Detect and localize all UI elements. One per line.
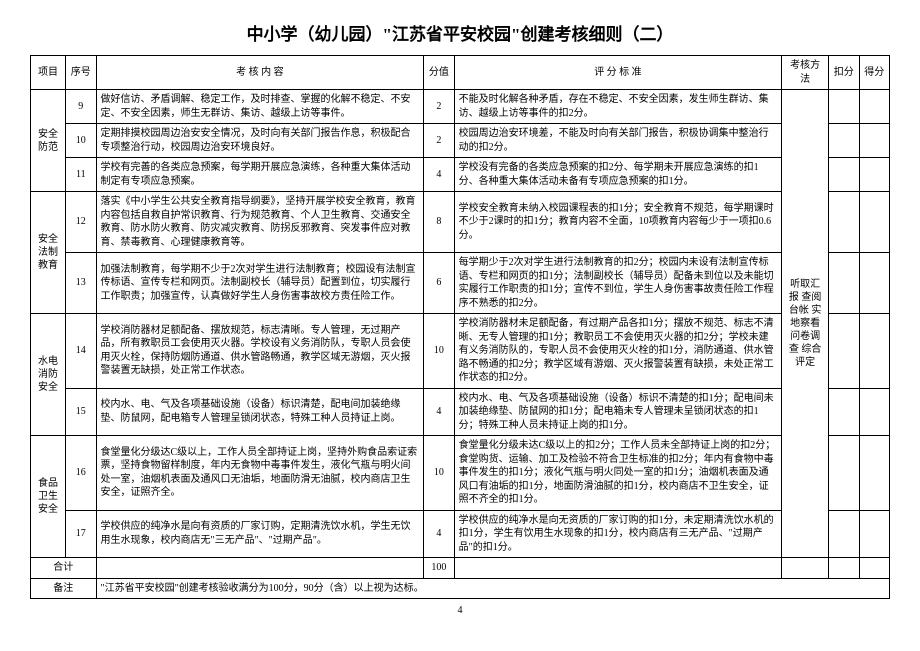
content-cell: 学校有完善的各类应急预案，每学期开展应急演练，各种重大集体活动制定有专项应急预案… — [96, 158, 424, 192]
page-number: 4 — [30, 605, 890, 616]
total-empty — [829, 558, 859, 579]
table-row: 11学校有完善的各类应急预案，每学期开展应急演练，各种重大集体活动制定有专项应急… — [31, 158, 890, 192]
project-cell: 食品卫生安全 — [31, 436, 66, 558]
header-row: 项目 序号 考 核 内 容 分值 评 分 标 准 考核方法 扣分 得分 — [31, 56, 890, 90]
criteria-cell: 学校没有完备的各类应急预案的扣2分、每学期未开展应急演练的扣1分、各种重大集体活… — [454, 158, 782, 192]
score-cell: 4 — [424, 510, 454, 558]
seq-cell: 14 — [66, 314, 96, 389]
table-row: 17学校供应的纯净水是向有资质的厂家订购，定期清洗饮水机，学生无饮用生水现象，校… — [31, 510, 890, 558]
table-row: 13加强法制教育，每学期不少于2次对学生进行法制教育；校园设有法制宣传标语、宣传… — [31, 253, 890, 314]
seq-cell: 13 — [66, 253, 96, 314]
score-cell: 10 — [424, 314, 454, 389]
seq-cell: 11 — [66, 158, 96, 192]
total-empty — [782, 558, 829, 579]
content-cell: 落实《中小学生公共安全教育指导纲要》，坚持开展学校安全教育，教育内容包括自救自护… — [96, 192, 424, 253]
header-content: 考 核 内 容 — [96, 56, 424, 90]
criteria-cell: 每学期少于2次对学生进行法制教育的扣2分；校园内未设有法制宣传标语、专栏和网页的… — [454, 253, 782, 314]
project-cell: 安全法制教育 — [31, 192, 66, 314]
note-label: 备注 — [31, 578, 97, 599]
score-cell: 8 — [424, 192, 454, 253]
content-cell: 定期排摸校园周边治安安全情况，及时向有关部门报告作息，积极配合专项整治行动，校园… — [96, 124, 424, 158]
seq-cell: 16 — [66, 436, 96, 511]
get-cell — [859, 510, 890, 558]
get-cell — [859, 314, 890, 389]
table-row: 安全法制教育12落实《中小学生公共安全教育指导纲要》，坚持开展学校安全教育，教育… — [31, 192, 890, 253]
note-text: "江苏省平安校园"创建考核验收满分为100分，90分（含）以上视为达标。 — [96, 578, 889, 599]
score-cell: 10 — [424, 436, 454, 511]
criteria-cell: 食堂量化分级未达C级以上的扣2分；工作人员未全部持证上岗的扣2分；食堂购货、运输… — [454, 436, 782, 511]
criteria-cell: 校内水、电、气及各项基础设施（设备）标识不清楚的扣1分；配电间未加装绝缘垫、防鼠… — [454, 388, 782, 436]
get-cell — [859, 253, 890, 314]
content-cell: 做好信访、矛盾调解、稳定工作，及时排查、掌握的化解不稳定、不安定、不安全因素，师… — [96, 90, 424, 124]
deduct-cell — [829, 253, 859, 314]
deduct-cell — [829, 90, 859, 124]
get-cell — [859, 90, 890, 124]
project-cell: 水电消防安全 — [31, 314, 66, 436]
get-cell — [859, 388, 890, 436]
criteria-cell: 校园周边治安环境差，不能及时向有关部门报告，积极协调集中整治行动的扣2分。 — [454, 124, 782, 158]
seq-cell: 12 — [66, 192, 96, 253]
header-criteria: 评 分 标 准 — [454, 56, 782, 90]
seq-cell: 10 — [66, 124, 96, 158]
method-cell: 听取汇报 查阅台帐 实地察看 问卷调查 综合评定 — [782, 90, 829, 558]
header-project: 项目 — [31, 56, 66, 90]
content-cell: 学校消防器材足额配备、摆放规范，标志清晰。专人管理，无过期产品，所有教职员工会使… — [96, 314, 424, 389]
header-seq: 序号 — [66, 56, 96, 90]
seq-cell: 17 — [66, 510, 96, 558]
score-cell: 2 — [424, 124, 454, 158]
criteria-cell: 不能及时化解各种矛盾，存在不稳定、不安全因素，发生师生群访、集访、越级上访等事件… — [454, 90, 782, 124]
seq-cell: 9 — [66, 90, 96, 124]
deduct-cell — [829, 192, 859, 253]
total-score: 100 — [424, 558, 454, 579]
deduct-cell — [829, 158, 859, 192]
content-cell: 学校供应的纯净水是向有资质的厂家订购，定期清洗饮水机，学生无饮用生水现象，校内商… — [96, 510, 424, 558]
total-label: 合计 — [31, 558, 97, 579]
table-row: 安全防范9做好信访、矛盾调解、稳定工作，及时排查、掌握的化解不稳定、不安定、不安… — [31, 90, 890, 124]
deduct-cell — [829, 124, 859, 158]
header-deduct: 扣分 — [829, 56, 859, 90]
get-cell — [859, 436, 890, 511]
content-cell: 食堂量化分级达C级以上，工作人员全部持证上岗，坚持外购食品索证索票，坚持食物留样… — [96, 436, 424, 511]
criteria-cell: 学校安全教育未纳入校园课程表的扣1分；安全教育不规范，每学期课时不少于2课时的扣… — [454, 192, 782, 253]
total-empty — [454, 558, 782, 579]
document-title: 中小学（幼儿园）"江苏省平安校园"创建考核细则（二） — [30, 20, 890, 45]
project-cell: 安全防范 — [31, 90, 66, 192]
total-empty — [859, 558, 890, 579]
score-cell: 4 — [424, 388, 454, 436]
get-cell — [859, 158, 890, 192]
score-cell: 6 — [424, 253, 454, 314]
content-cell: 加强法制教育，每学期不少于2次对学生进行法制教育；校园设有法制宣传标语、宣传专栏… — [96, 253, 424, 314]
get-cell — [859, 124, 890, 158]
deduct-cell — [829, 510, 859, 558]
score-cell: 2 — [424, 90, 454, 124]
assessment-table: 项目 序号 考 核 内 容 分值 评 分 标 准 考核方法 扣分 得分 安全防范… — [30, 55, 890, 599]
criteria-cell: 学校消防器材未足额配备，有过期产品各扣1分；摆放不规范、标志不清晰、无专人管理的… — [454, 314, 782, 389]
note-row: 备注"江苏省平安校园"创建考核验收满分为100分，90分（含）以上视为达标。 — [31, 578, 890, 599]
total-empty1 — [96, 558, 424, 579]
deduct-cell — [829, 314, 859, 389]
table-row: 15校内水、电、气及各项基础设施（设备）标识清楚，配电间加装绝缘垫、防鼠网，配电… — [31, 388, 890, 436]
header-method: 考核方法 — [782, 56, 829, 90]
get-cell — [859, 192, 890, 253]
total-row: 合计 100 — [31, 558, 890, 579]
header-score: 分值 — [424, 56, 454, 90]
criteria-cell: 学校供应的纯净水是向无资质的厂家订购的扣1分，未定期清洗饮水机的扣1分，学生有饮… — [454, 510, 782, 558]
header-get: 得分 — [859, 56, 890, 90]
table-row: 水电消防安全14学校消防器材足额配备、摆放规范，标志清晰。专人管理，无过期产品，… — [31, 314, 890, 389]
deduct-cell — [829, 388, 859, 436]
deduct-cell — [829, 436, 859, 511]
score-cell: 4 — [424, 158, 454, 192]
seq-cell: 15 — [66, 388, 96, 436]
table-row: 食品卫生安全16食堂量化分级达C级以上，工作人员全部持证上岗，坚持外购食品索证索… — [31, 436, 890, 511]
content-cell: 校内水、电、气及各项基础设施（设备）标识清楚，配电间加装绝缘垫、防鼠网，配电箱专… — [96, 388, 424, 436]
table-row: 10定期排摸校园周边治安安全情况，及时向有关部门报告作息，积极配合专项整治行动，… — [31, 124, 890, 158]
